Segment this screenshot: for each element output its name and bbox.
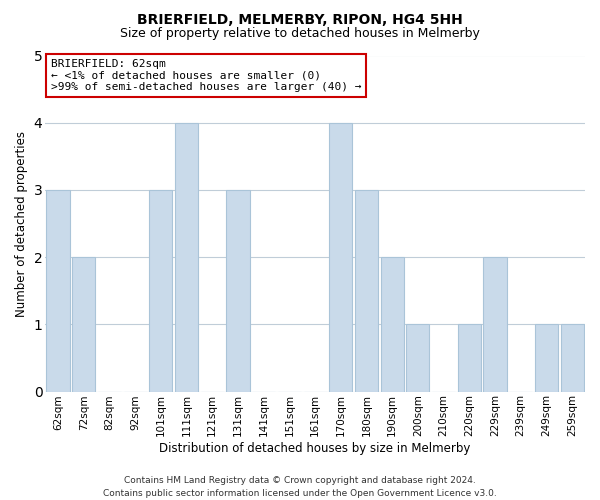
Text: Size of property relative to detached houses in Melmerby: Size of property relative to detached ho…: [120, 28, 480, 40]
Bar: [226, 190, 250, 392]
Bar: [535, 324, 558, 392]
Y-axis label: Number of detached properties: Number of detached properties: [15, 130, 28, 316]
Bar: [329, 122, 352, 392]
Text: Contains HM Land Registry data © Crown copyright and database right 2024.
Contai: Contains HM Land Registry data © Crown c…: [103, 476, 497, 498]
Bar: [560, 324, 584, 392]
Bar: [484, 257, 506, 392]
X-axis label: Distribution of detached houses by size in Melmerby: Distribution of detached houses by size …: [160, 442, 471, 455]
Bar: [380, 257, 404, 392]
Bar: [149, 190, 172, 392]
Bar: [46, 190, 70, 392]
Text: BRIERFIELD, MELMERBY, RIPON, HG4 5HH: BRIERFIELD, MELMERBY, RIPON, HG4 5HH: [137, 12, 463, 26]
Text: BRIERFIELD: 62sqm
← <1% of detached houses are smaller (0)
>99% of semi-detached: BRIERFIELD: 62sqm ← <1% of detached hous…: [50, 59, 361, 92]
Bar: [355, 190, 378, 392]
Bar: [458, 324, 481, 392]
Bar: [72, 257, 95, 392]
Bar: [406, 324, 430, 392]
Bar: [175, 122, 198, 392]
